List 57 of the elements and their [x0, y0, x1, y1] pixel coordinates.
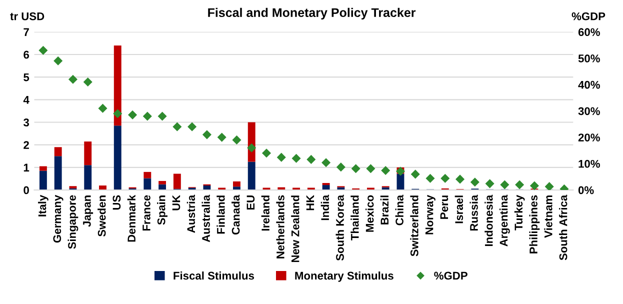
x-tick-label: South Korea	[336, 194, 344, 261]
x-tick-label: South Africa	[559, 194, 568, 260]
x-tick-label: Singapore	[68, 195, 78, 249]
y-tick-label: 4	[23, 96, 30, 104]
y2-tick-label: 50%	[578, 54, 600, 62]
y-tick-label: 7	[24, 28, 29, 36]
x-tick-label: Philippines	[529, 195, 540, 254]
x-tick-label: New Zealand	[291, 196, 300, 262]
y2-tick-label: 60%	[578, 28, 600, 36]
x-tick-label: Vietnam	[544, 196, 552, 238]
legend-label: Monetary Stimulus	[295, 271, 394, 282]
chart-title: Fiscal and Monetary Policy Tracker	[208, 8, 416, 20]
x-tick-label: Switzerland	[410, 196, 418, 256]
x-tick-label: Peru	[440, 196, 448, 219]
y2-tick-label: 30%	[578, 107, 600, 116]
x-tick-label: Spain	[157, 196, 168, 225]
legend-label: Fiscal Stimulus	[174, 271, 254, 280]
x-tick-label: Netherlands	[276, 195, 284, 258]
x-tick-label: Italy	[38, 194, 48, 216]
x-tick-label: Israel	[454, 196, 464, 224]
x-tick-label: Ireland	[261, 196, 270, 231]
x-tick-label: Thailand	[350, 196, 359, 240]
x-tick-label: Austria	[186, 194, 196, 233]
y2-tick-label: 0%	[578, 186, 594, 194]
x-tick-label: Brazil	[380, 196, 389, 224]
x-tick-label: US	[112, 195, 121, 210]
x-tick-label: UK	[172, 194, 180, 210]
y-tick-label: 5	[24, 73, 30, 82]
x-tick-label: Japan	[83, 196, 94, 227]
x-tick-label: Finland	[216, 196, 225, 234]
x-tick-label: HK	[306, 194, 314, 210]
x-tick-label: Mexico	[366, 195, 374, 232]
x-tick-label: India	[320, 194, 330, 220]
x-tick-label: Turkey	[514, 194, 525, 230]
x-tick-label: Australia	[202, 194, 210, 242]
y2-tick-label: 40%	[578, 80, 600, 89]
x-tick-label: Canada	[232, 194, 240, 235]
x-tick-label: Argentina	[499, 194, 510, 246]
legend-label: %GDP	[434, 272, 468, 280]
y2-tick-label: 20%	[578, 134, 600, 142]
x-tick-label: Indonesia	[484, 194, 493, 246]
x-tick-label: France	[142, 195, 150, 231]
y-tick-label: 2	[24, 141, 29, 149]
x-tick-label: EU	[246, 196, 255, 210]
y2-axis-title: %GDP	[572, 12, 606, 20]
y2-tick-label: 10%	[578, 160, 600, 168]
x-tick-label: Sweden	[98, 196, 106, 237]
x-tick-label: Norway	[425, 194, 436, 234]
y-tick-label: 3	[23, 118, 30, 126]
x-tick-label: Russia	[470, 194, 478, 231]
y-tick-label: 0	[24, 186, 29, 194]
x-tick-label: Denmark	[127, 194, 136, 242]
y-tick-label: 1	[24, 164, 30, 172]
x-tick-label: Germany	[53, 194, 64, 243]
x-tick-label: China	[395, 194, 404, 226]
y-tick-label: 6	[24, 50, 30, 59]
y-axis-title: tr USD	[10, 12, 44, 20]
